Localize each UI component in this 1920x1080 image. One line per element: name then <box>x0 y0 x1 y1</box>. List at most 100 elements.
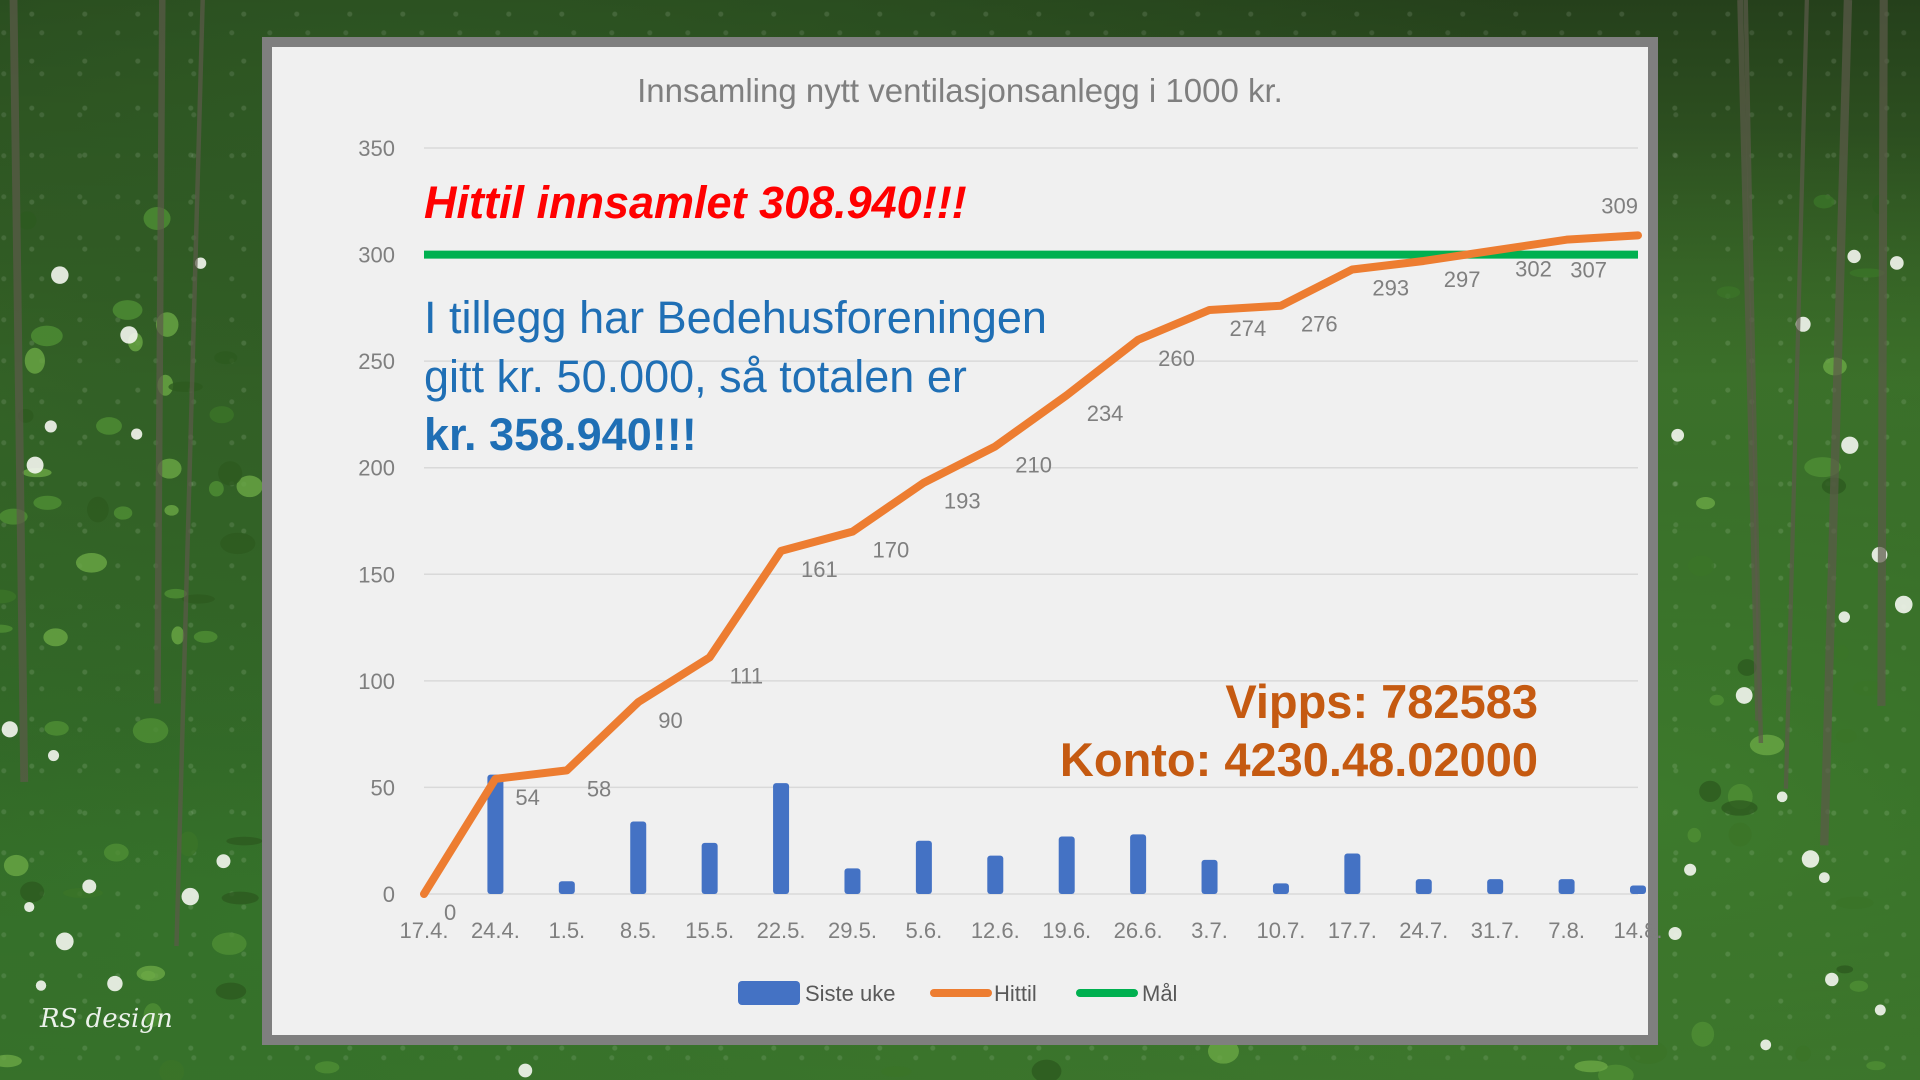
flower <box>1760 1039 1772 1051</box>
flower <box>1776 791 1788 803</box>
leaf <box>1716 286 1741 299</box>
account-number: Konto: 4230.48.02000 <box>1060 733 1538 786</box>
data-label: 260 <box>1158 346 1195 371</box>
legend-swatch <box>930 989 992 997</box>
leaf <box>1795 1045 1811 1062</box>
x-tick-label: 7.8. <box>1548 918 1585 943</box>
leaf <box>1629 1040 1668 1064</box>
flower <box>1890 256 1904 270</box>
tree-trunk <box>9 0 29 782</box>
flower <box>82 879 97 894</box>
leaf <box>220 532 256 555</box>
leaf <box>211 932 247 955</box>
legend: Siste uke Hittil Mål <box>738 981 1177 1006</box>
leaf <box>1688 555 1714 577</box>
bar <box>1201 859 1218 894</box>
leaf <box>1728 822 1752 847</box>
extra-total: kr. 358.940!!! <box>424 409 697 460</box>
line-hittil <box>420 231 1642 898</box>
leaf <box>181 594 215 604</box>
bar <box>487 774 504 894</box>
leaf <box>159 1059 185 1080</box>
x-tick-label: 17.7. <box>1328 918 1377 943</box>
data-label: 234 <box>1087 401 1124 426</box>
x-tick-label: 24.7. <box>1399 918 1448 943</box>
headline-annotation: Hittil innsamlet 308.940!!! <box>424 177 967 228</box>
data-label: 297 <box>1444 267 1481 292</box>
flower <box>1874 1004 1886 1016</box>
y-tick-label: 300 <box>358 243 395 268</box>
tree-trunk <box>174 0 205 947</box>
bar <box>1630 885 1646 894</box>
tree-trunk <box>1783 0 1809 789</box>
leaf <box>157 458 182 479</box>
y-tick-label: 0 <box>383 882 395 907</box>
leaf <box>164 505 179 516</box>
leaf <box>221 891 259 905</box>
tree-trunk <box>1737 0 1762 721</box>
y-tick-label: 350 <box>358 136 395 161</box>
leaf <box>143 1003 163 1028</box>
flower <box>1684 863 1697 876</box>
x-tick-label: 5.6. <box>906 918 943 943</box>
leaf <box>1737 659 1757 676</box>
legend-label: Mål <box>1142 981 1177 1006</box>
bar <box>1344 853 1361 894</box>
leaf <box>140 970 156 980</box>
y-tick-label: 200 <box>358 456 395 481</box>
leaf <box>1866 1061 1886 1071</box>
flower <box>51 266 69 284</box>
x-axis-tick-labels: 17.4. 24.4. 1.5. 8.5. 15.5. 22.5. 29.5. 5.6. 12.… <box>400 918 1663 943</box>
data-label: 58 <box>587 776 611 801</box>
leaf <box>171 626 185 645</box>
data-label: 309 <box>1601 193 1638 218</box>
x-tick-label: 29.5. <box>828 918 877 943</box>
leaf <box>44 720 69 736</box>
x-tick-label: 31.7. <box>1471 918 1520 943</box>
legend-label: Hittil <box>994 981 1037 1006</box>
leaf <box>103 843 129 862</box>
flower <box>1801 850 1820 868</box>
x-tick-label: 3.7. <box>1191 918 1228 943</box>
data-label: 293 <box>1372 275 1409 300</box>
leaf <box>1836 965 1854 974</box>
leaf <box>1207 1038 1239 1064</box>
leaf <box>96 417 122 435</box>
flower <box>1825 972 1839 987</box>
bar <box>1415 879 1432 894</box>
bar <box>1487 879 1504 894</box>
flower <box>107 975 123 992</box>
legend-swatch <box>738 981 800 1005</box>
chart-title: Innsamling nytt ventilasjonsanlegg i 100… <box>637 72 1283 109</box>
leaf <box>0 624 13 633</box>
leaf <box>193 630 218 643</box>
data-label: 111 <box>730 663 763 688</box>
leaf <box>1835 729 1858 744</box>
leaf <box>1031 1059 1062 1080</box>
leaf <box>1852 680 1883 696</box>
leaf <box>112 300 143 320</box>
flower <box>55 932 74 951</box>
flower <box>1818 872 1830 883</box>
flower <box>1735 687 1753 704</box>
legend-label: Siste uke <box>805 981 896 1006</box>
bar <box>1130 834 1147 894</box>
leaf <box>1721 800 1758 816</box>
leaf <box>1696 496 1716 510</box>
bar <box>773 783 790 894</box>
data-label: 307 <box>1570 258 1607 283</box>
flower <box>1841 436 1859 454</box>
y-tick-label: 100 <box>358 669 395 694</box>
data-label: 274 <box>1230 316 1267 341</box>
leaf <box>30 325 63 347</box>
leaf <box>1691 1021 1715 1047</box>
x-tick-label: 19.6. <box>1042 918 1091 943</box>
leaf <box>226 836 263 846</box>
flower <box>1838 611 1850 623</box>
data-label: 54 <box>515 785 539 810</box>
leaf <box>164 588 188 599</box>
leaf <box>1598 1064 1634 1080</box>
flower <box>24 901 35 913</box>
